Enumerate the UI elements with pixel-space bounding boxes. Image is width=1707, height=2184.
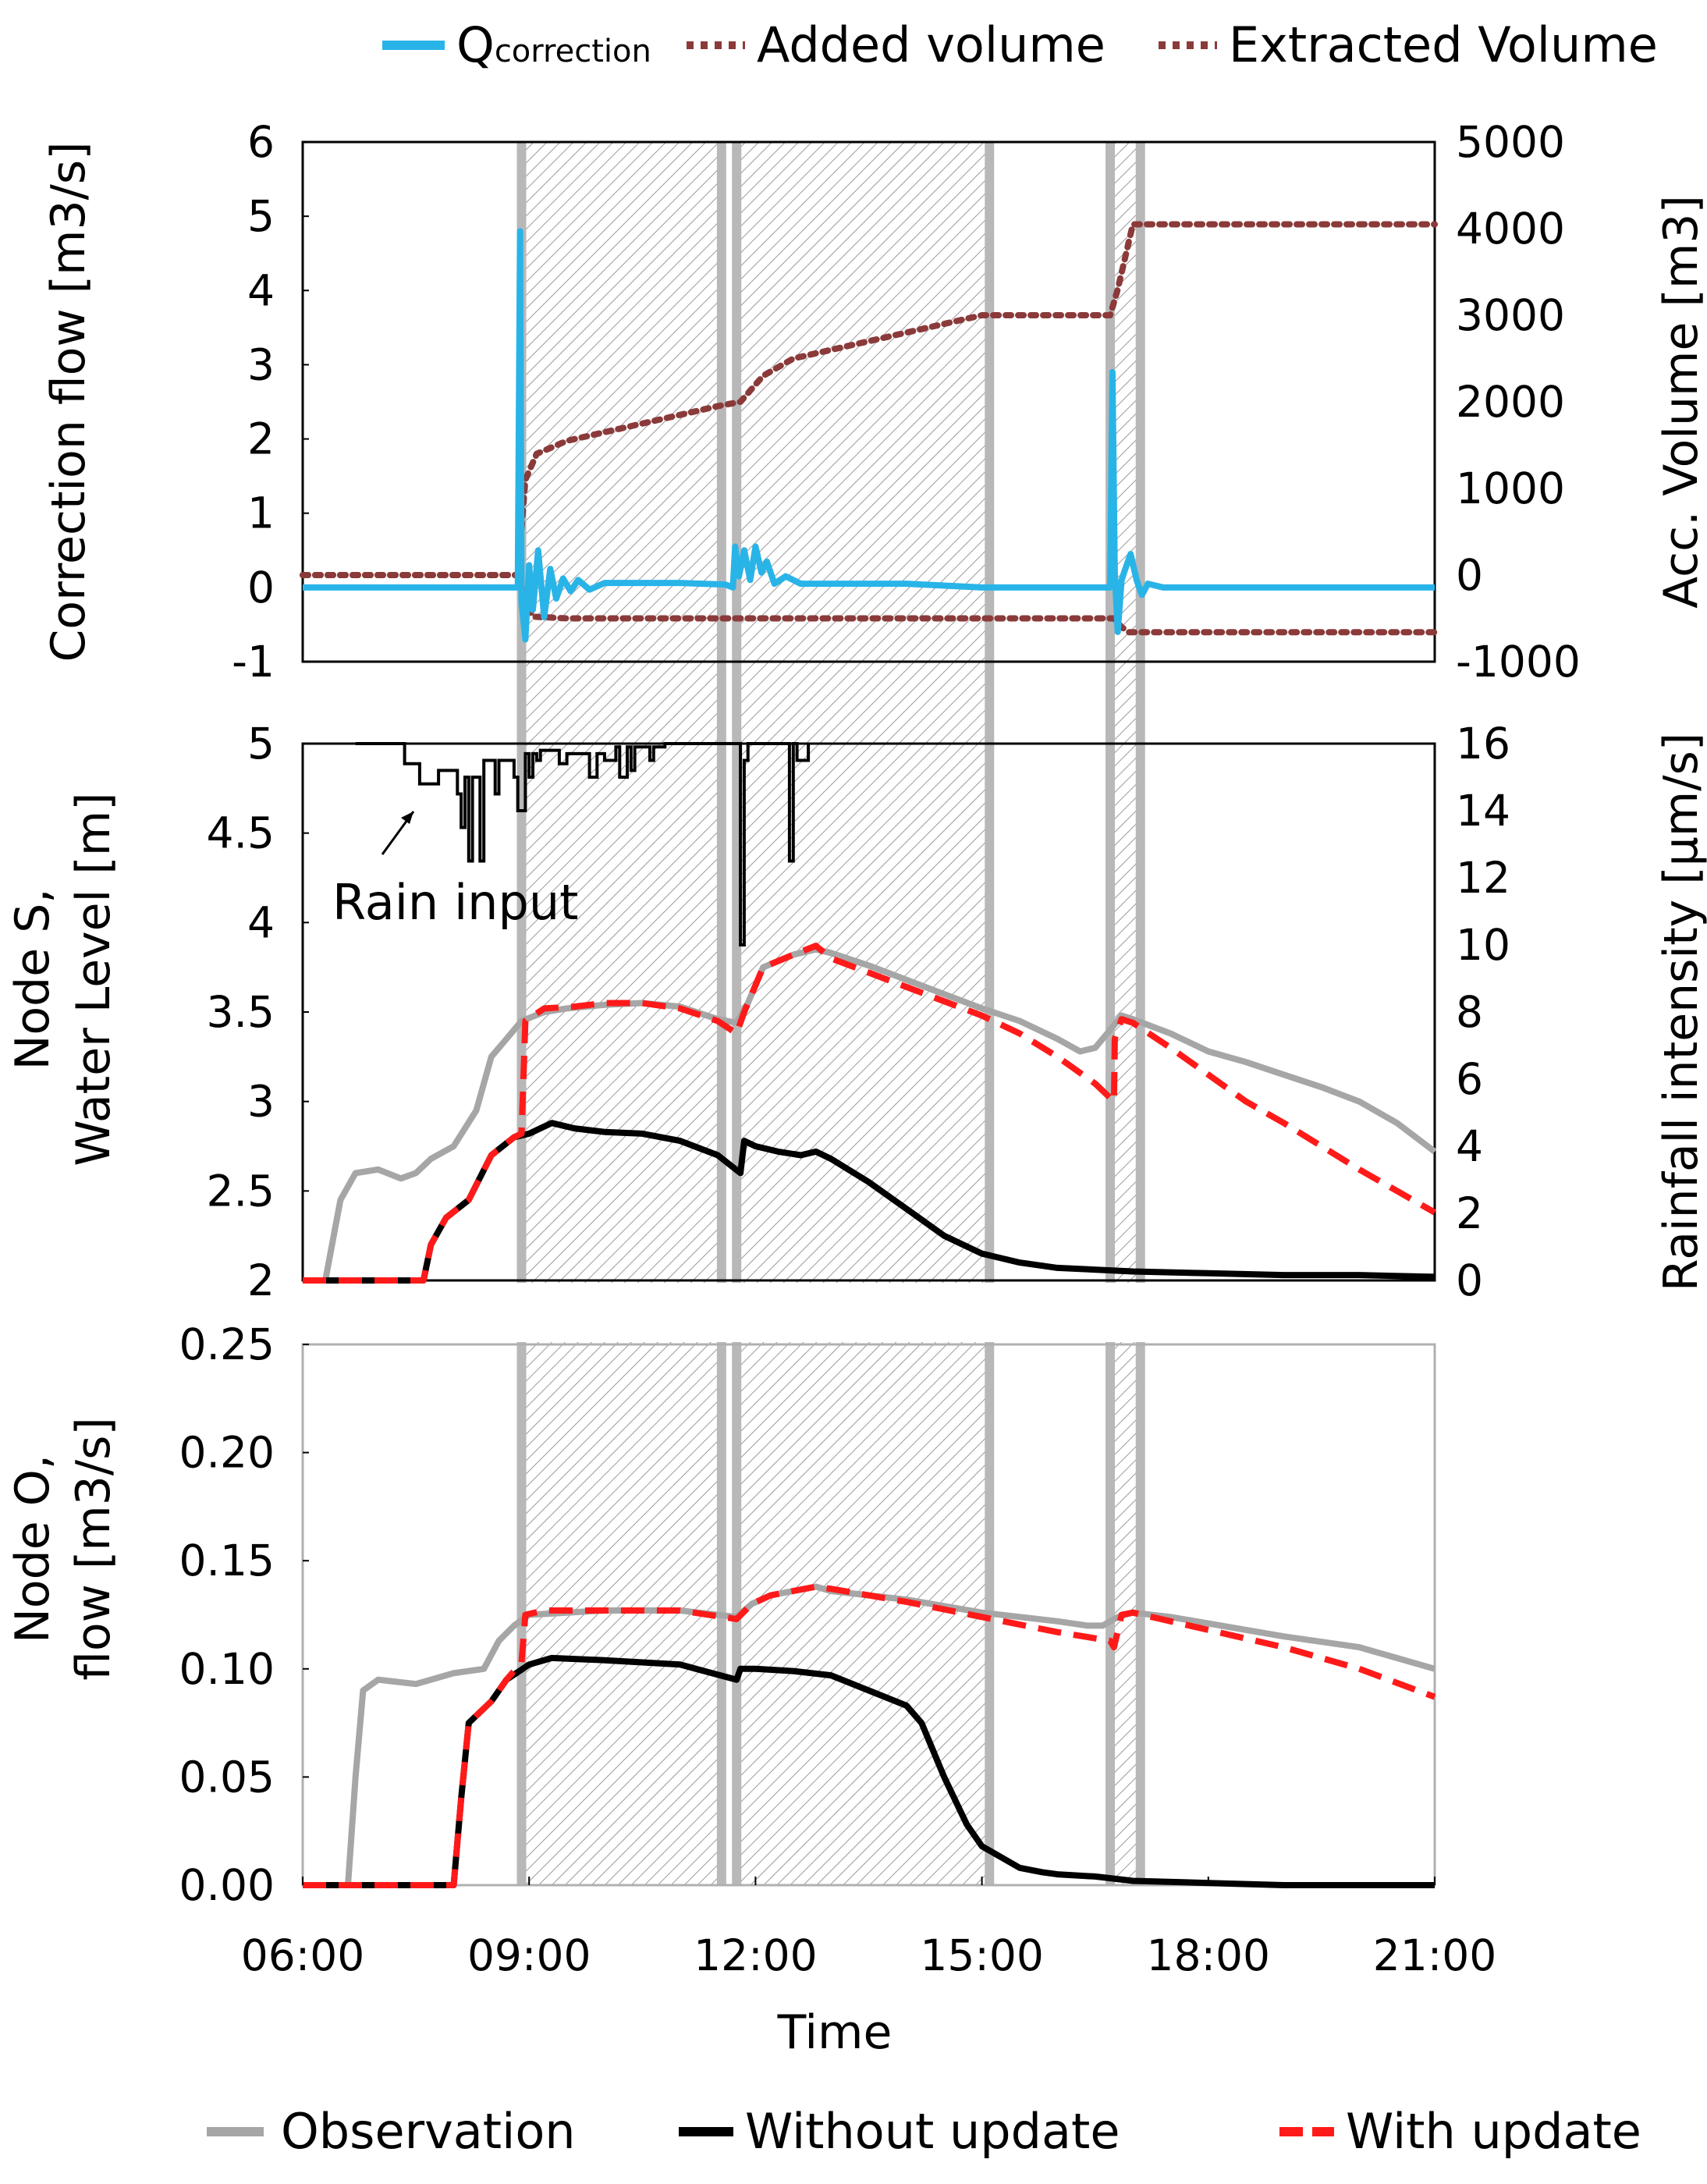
ytick-right: 12 <box>1456 853 1510 903</box>
ytick-left: 2.5 <box>207 1166 275 1216</box>
ytick-left: 4.5 <box>207 808 275 858</box>
ytick-right: 6 <box>1456 1054 1483 1104</box>
ytick-right: 5000 <box>1456 117 1565 167</box>
top-panel-frame <box>301 140 1436 663</box>
middle-left-axis-label-line2: Water Level [m] <box>66 792 121 1166</box>
ytick-left: 0.25 <box>179 1319 275 1369</box>
ytick-left: 4 <box>247 897 275 947</box>
xtick: 12:00 <box>694 1930 818 1980</box>
ytick-left: 0.10 <box>179 1644 275 1694</box>
series-qcorrection <box>303 228 1435 643</box>
xtick: 21:00 <box>1373 1930 1497 1980</box>
xtick: 18:00 <box>1147 1930 1271 1980</box>
bottom-left-axis-label-line2: flow [m3/s] <box>66 1417 121 1681</box>
ytick-left: 0.05 <box>179 1752 275 1802</box>
middle-panel: 2 2.5 3 3.5 4 4.5 5 0 2 4 6 8 10 12 14 16 <box>207 719 1510 1305</box>
update-windows <box>298 142 1439 1885</box>
rain-input-arrowhead <box>401 811 413 824</box>
ytick-left: 6 <box>247 117 275 167</box>
bottom-legend: Observation Without update With update <box>207 2103 1641 2160</box>
ytick-left: 3 <box>247 339 275 389</box>
xtick: 09:00 <box>467 1930 591 1980</box>
ytick-left: 5 <box>247 719 275 769</box>
ytick-left: 1 <box>247 488 275 538</box>
xtick: 15:00 <box>920 1930 1044 1980</box>
ytick-left: 2 <box>247 414 275 464</box>
ytick-right: 8 <box>1456 987 1483 1037</box>
top-left-axis-label: Correction flow [m3/s] <box>41 141 96 662</box>
top-panel: -1 0 1 2 3 4 5 6 -1000 0 1000 2000 3000 4000 5000 <box>232 117 1581 687</box>
legend-observation-label: Observation <box>281 2103 576 2160</box>
middle-right-axis-label: Rainfall intensity [µm/s] <box>1654 733 1707 1291</box>
top-right-axis-label: Acc. Volume [m3] <box>1654 195 1707 609</box>
x-axis-label: Time <box>777 2005 893 2060</box>
legend-with-label: With update <box>1346 2103 1641 2160</box>
top-legend: Qcorrection Added volume Extracted Volum… <box>382 16 1658 73</box>
ytick-left: 4 <box>247 265 275 315</box>
ytick-right: 4000 <box>1456 204 1565 254</box>
legend-extracted-label: Extracted Volume <box>1229 16 1658 73</box>
ytick-right: -1000 <box>1456 637 1581 687</box>
series-added-volume <box>300 221 1438 578</box>
ytick-right: 2 <box>1456 1188 1483 1238</box>
ytick-left: 0 <box>247 563 275 613</box>
legend-qcorrection-label: Qcorrection <box>456 16 651 73</box>
ytick-left: 0.20 <box>179 1428 275 1478</box>
ytick-right: 3000 <box>1456 290 1565 340</box>
series-rain-input <box>355 742 811 946</box>
ytick-left: 3.5 <box>207 987 275 1037</box>
ytick-right: 0 <box>1456 1255 1483 1305</box>
legend-without-label: Without update <box>745 2103 1120 2160</box>
xtick: 06:00 <box>241 1930 365 1980</box>
bottom-panel-frame <box>301 1343 1436 1887</box>
ytick-left: 5 <box>247 191 275 241</box>
ytick-right: 10 <box>1456 920 1510 970</box>
ytick-left: 3 <box>247 1077 275 1127</box>
legend-added-label: Added volume <box>757 16 1105 73</box>
bottom-left-axis-label-line1: Node O, <box>5 1454 60 1643</box>
series-flow-with-update <box>303 1583 1436 1888</box>
panel-gap <box>298 1283 1439 1342</box>
ytick-right: 4 <box>1456 1121 1483 1171</box>
ytick-right: 0 <box>1456 550 1483 600</box>
middle-left-axis-label-line1: Node S, <box>5 889 60 1071</box>
series-waterlevel-with-update <box>303 943 1436 1284</box>
ytick-right: 2000 <box>1456 377 1565 427</box>
ytick-right: 1000 <box>1456 463 1565 513</box>
ytick-left: -1 <box>232 637 275 687</box>
ytick-right: 16 <box>1456 719 1510 769</box>
bottom-panel: 0.00 0.05 0.10 0.15 0.20 0.25 06:00 09:00 12:00 1… <box>179 1319 1497 1980</box>
ytick-left: 0.15 <box>179 1536 275 1586</box>
ytick-left: 0.00 <box>179 1860 275 1910</box>
ytick-right: 14 <box>1456 786 1510 836</box>
ytick-left: 2 <box>247 1255 275 1305</box>
update-window-1 <box>736 142 990 1885</box>
rain-input-label: Rain input <box>332 874 578 931</box>
